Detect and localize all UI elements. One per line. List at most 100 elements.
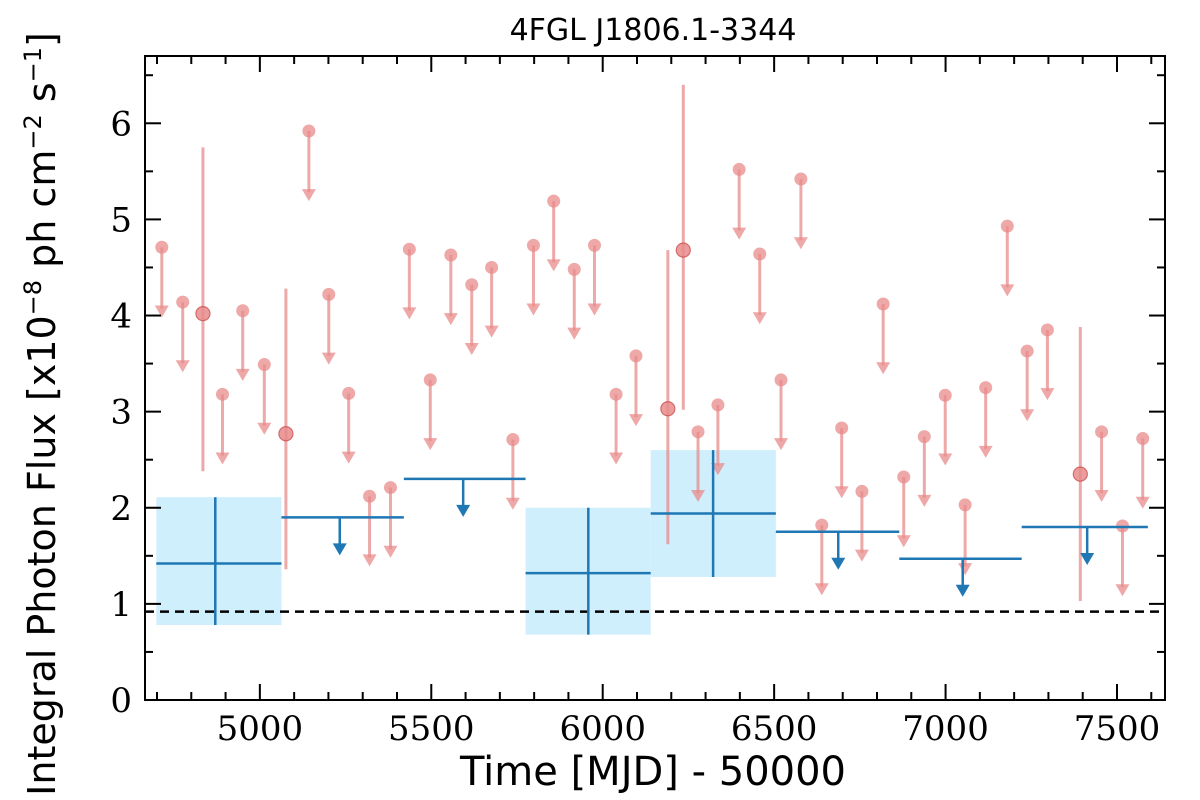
fine-upper-limit-point [958, 498, 972, 512]
fine-upper-limit-point [236, 304, 250, 318]
fine-upper-limit-point [1020, 344, 1034, 358]
fine-upper-limit-point [155, 240, 169, 254]
coarse-upper-limit-head [1080, 552, 1095, 565]
fine-upper-limit-point [1000, 219, 1014, 233]
fine-upper-limit-point [876, 297, 890, 311]
fine-upper-limit-head [1020, 409, 1035, 422]
x-tick-label: 7000 [902, 709, 989, 749]
fine-upper-limit-head [383, 545, 398, 558]
fine-detection-point [1072, 466, 1088, 482]
coarse-upper-limit-head [831, 557, 846, 570]
fine-upper-limit-head [321, 352, 336, 365]
fine-upper-limit-point [753, 247, 767, 261]
fine-detection-point [675, 242, 691, 258]
fine-upper-limit-head [732, 227, 747, 240]
fine-upper-limit-head [546, 259, 561, 272]
fine-upper-limit-point [215, 387, 229, 401]
fine-upper-limit-head [1094, 490, 1109, 503]
y-tick-label: 0 [110, 681, 132, 721]
fine-detection-point [195, 306, 211, 322]
y-axis-label-text: Integral Photon Flux [x10 [20, 315, 64, 796]
y-tick-label: 5 [110, 200, 132, 240]
y-axis-label-exp3: −1 [19, 47, 47, 82]
fine-upper-limit-head [567, 327, 582, 340]
fine-upper-limit-point [609, 387, 623, 401]
fine-upper-limit-head [1115, 584, 1130, 597]
fine-upper-limit-point [815, 518, 829, 532]
fine-upper-limit-head [793, 237, 808, 250]
fine-upper-limit-point [302, 124, 316, 138]
fine-upper-limit-point [363, 489, 377, 503]
fine-upper-limit-head [978, 445, 993, 458]
fine-upper-limit-point [526, 238, 540, 252]
fine-upper-limit-point [506, 433, 520, 447]
fine-upper-limit-head [423, 438, 438, 451]
fine-upper-limit-head [235, 368, 250, 381]
fine-upper-limit-head [896, 535, 911, 548]
fine-upper-limit-head [958, 563, 973, 576]
fine-upper-limit-head [402, 307, 417, 320]
y-tick-label: 1 [110, 585, 132, 625]
fine-upper-limit-point [402, 242, 416, 256]
y-tick-label: 4 [110, 297, 132, 337]
fine-upper-limit-head [154, 305, 169, 318]
fine-upper-limit-head [752, 312, 767, 325]
x-tick-label: 5500 [388, 709, 475, 749]
coarse-upper-limit-head [456, 504, 471, 517]
y-axis-label-exp2: −2 [19, 114, 47, 149]
axis-ticks: 5000 5500 6000 6500 7000 7500 0 1 2 3 4 5 6 [110, 56, 1165, 749]
chart-title: 4FGL J1806.1-3344 [510, 13, 797, 48]
plot-area [145, 84, 1165, 635]
fine-detection-point [278, 426, 294, 442]
fine-upper-limit-point [485, 260, 499, 274]
fine-upper-limit-head [774, 438, 788, 451]
fine-upper-limit-point [794, 172, 808, 186]
x-axis-label: Time [MJD] - 50000 [459, 749, 846, 795]
fine-upper-limit-head [301, 189, 316, 202]
fine-upper-limit-head [834, 486, 849, 499]
fine-upper-limit-point [547, 194, 561, 208]
y-axis-label-exp1: −8 [19, 280, 47, 315]
fine-upper-limit-point [1136, 432, 1150, 446]
y-tick-label: 3 [110, 393, 132, 433]
fine-upper-limit-point [629, 349, 643, 363]
fine-upper-limit-point [176, 295, 190, 309]
fine-upper-limit-head [505, 497, 520, 510]
y-axis-label-mid: ph cm [20, 150, 64, 280]
fine-upper-limit-head [587, 303, 602, 316]
x-tick-label: 6500 [731, 709, 818, 749]
y-tick-label: 6 [110, 104, 132, 144]
fine-upper-limit-point [897, 470, 911, 484]
fine-upper-limit-head [1040, 388, 1055, 401]
fine-upper-limit-head [175, 360, 190, 373]
fine-upper-limit-point [855, 484, 869, 498]
axes-frame [144, 55, 1166, 701]
y-tick-label: 2 [110, 489, 132, 529]
fine-upper-limit-head [1000, 284, 1015, 297]
fine-upper-limit-head [257, 422, 272, 435]
fine-upper-limit-head [1135, 496, 1150, 509]
x-tick-label: 7500 [1074, 709, 1161, 749]
fine-upper-limit-point [257, 358, 271, 372]
fine-upper-limit-point [774, 373, 788, 387]
fine-detection-point [660, 401, 676, 417]
fine-upper-limit-point [444, 248, 458, 262]
y-axis-label-end: ] [20, 32, 64, 47]
fine-upper-limit-point [732, 162, 746, 176]
fine-upper-limit-head [938, 453, 953, 466]
fine-upper-limit-head [443, 313, 458, 326]
fine-upper-limit-point [691, 425, 705, 439]
fine-upper-limit-point [322, 287, 336, 301]
fine-upper-limit-point [711, 398, 725, 412]
fine-upper-limit-head [814, 583, 829, 596]
fine-upper-limit-head [464, 342, 479, 355]
fine-upper-limit-head [215, 452, 230, 465]
fine-upper-limit-head [341, 451, 356, 464]
fine-upper-limit-point [342, 386, 356, 400]
fine-upper-limit-point [938, 388, 952, 402]
fine-upper-limit-head [609, 452, 624, 465]
fine-upper-limit-head [484, 325, 499, 338]
fine-upper-limit-point [383, 481, 397, 495]
fine-upper-limit-point [465, 278, 479, 292]
fine-upper-limit-point [423, 373, 437, 387]
